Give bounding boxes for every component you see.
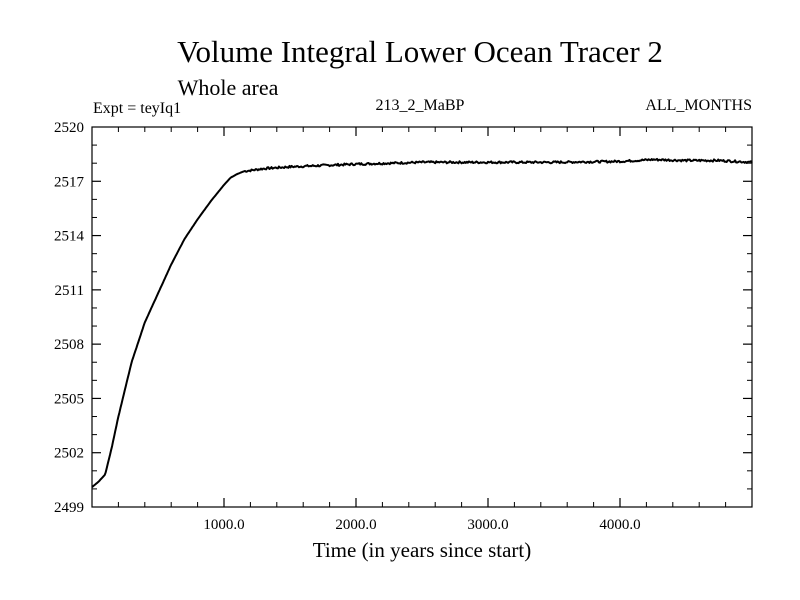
y-tick-label: 2508 [54, 337, 84, 353]
x-axis-ticks: 1000.0 2000.0 3000.0 4000.0 [203, 127, 641, 533]
y-tick-label: 2499 [54, 500, 84, 516]
y-tick-label: 2511 [55, 283, 84, 299]
months-annotation: ALL_MONTHS [645, 97, 752, 114]
x-minor-ticks [117, 127, 727, 507]
chart-title: Volume Integral Lower Ocean Tracer 2 [177, 34, 663, 69]
plot-frame [91, 126, 753, 508]
y-tick-label: 2517 [54, 174, 85, 190]
x-axis-label: Time (in years since start) [313, 538, 532, 562]
series-line [91, 157, 753, 488]
y-tick-label: 2505 [54, 391, 84, 407]
y-axis-ticks: 2499 2502 2505 2508 2511 2514 2517 2520 [54, 120, 752, 516]
x-tick-label: 4000.0 [599, 517, 640, 533]
x-tick-label: 2000.0 [335, 517, 376, 533]
y-minor-ticks [92, 144, 752, 490]
y-tick-label: 2514 [54, 229, 85, 245]
y-tick-label: 2520 [54, 120, 84, 136]
y-tick-label: 2502 [54, 446, 84, 462]
chart-subtitle: Whole area [178, 75, 279, 100]
expt-annotation: Expt = teyIq1 [93, 100, 181, 117]
period-annotation: 213_2_MaBP [376, 97, 465, 114]
x-tick-label: 3000.0 [467, 517, 508, 533]
x-tick-label: 1000.0 [203, 517, 244, 533]
